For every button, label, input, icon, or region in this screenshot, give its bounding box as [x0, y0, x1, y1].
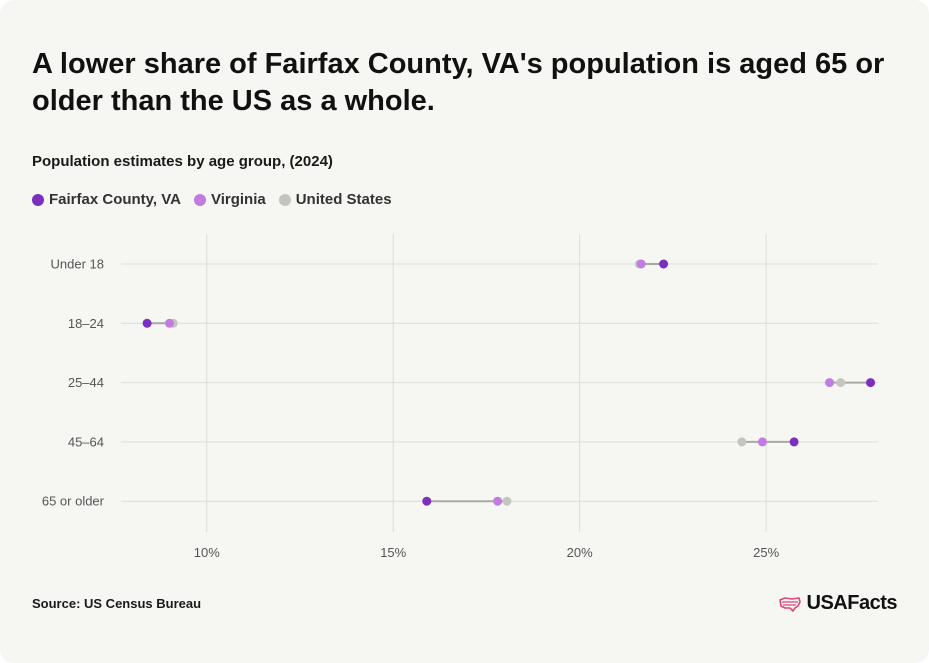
legend-item-fairfax: Fairfax County, VA: [32, 191, 181, 208]
category-label: Under 18: [51, 257, 104, 272]
data-point-0: [142, 318, 152, 328]
legend-swatch-united-states: [278, 193, 291, 206]
data-point-1: [757, 437, 767, 447]
data-point-1: [825, 378, 835, 388]
x-tick-label: 25%: [753, 545, 779, 560]
data-point-1: [164, 318, 174, 328]
category-label: 25–44: [68, 375, 104, 390]
us-map-icon: [778, 596, 801, 612]
brand-logo: USAFacts: [778, 592, 898, 615]
data-point-2: [502, 496, 512, 506]
x-tick-label: 10%: [194, 545, 220, 560]
legend-item-united-states: United States: [278, 191, 392, 208]
x-tick-label: 15%: [380, 545, 406, 560]
category-label: 45–64: [68, 434, 104, 449]
category-label: 18–24: [68, 316, 104, 331]
source-note: Source: US Census Bureau: [32, 596, 202, 611]
chart-subtitle: Population estimates by age group, (2024…: [32, 153, 333, 170]
chart-title: A lower share of Fairfax County, VA's po…: [32, 48, 885, 117]
data-point-1: [493, 496, 503, 506]
data-point-0: [422, 496, 432, 506]
category-label: 65 or older: [42, 494, 105, 509]
legend-item-virginia: Virginia: [193, 191, 266, 208]
legend-label-virginia: Virginia: [210, 191, 266, 208]
legend-label-fairfax: Fairfax County, VA: [49, 191, 181, 208]
legend-swatch-virginia: [193, 193, 206, 206]
data-point-2: [836, 378, 846, 388]
legend-swatch-fairfax: [32, 193, 44, 206]
brand-name: USAFacts: [806, 592, 898, 614]
legend: Fairfax County, VA Virginia United State…: [32, 191, 392, 208]
data-point-1: [636, 259, 646, 269]
data-point-0: [659, 259, 669, 269]
data-point-0: [789, 437, 799, 447]
data-point-2: [737, 437, 747, 447]
legend-label-united-states: United States: [295, 191, 392, 208]
data-point-0: [866, 378, 876, 388]
x-tick-label: 20%: [567, 545, 593, 560]
